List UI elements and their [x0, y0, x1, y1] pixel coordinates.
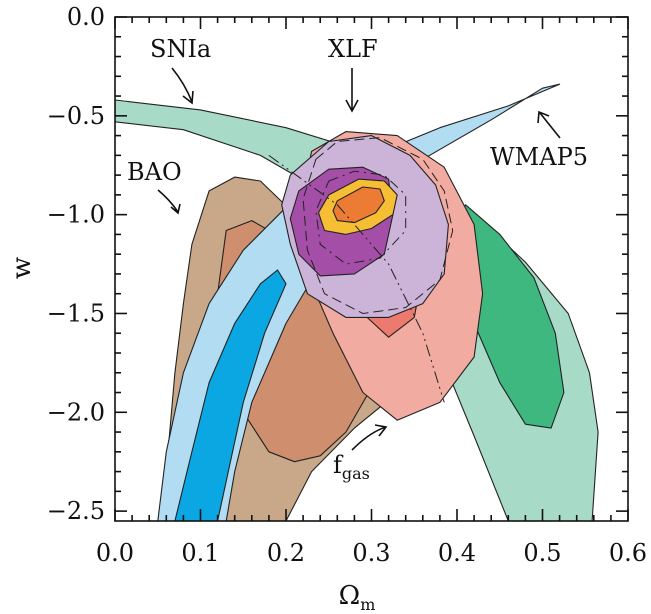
x-tick-label: 0.0 [96, 539, 134, 567]
label-fgas-sub: gas [342, 464, 370, 483]
y-tick-label: −2.0 [47, 398, 105, 426]
label-xlf: XLF [328, 35, 378, 63]
x-tick-label: 0.6 [609, 539, 647, 567]
y-tick-label: −2.5 [47, 497, 105, 525]
label-fgas-main: f [333, 451, 344, 479]
label-snia: SNIa [150, 35, 211, 63]
x-tick-label: 0.3 [352, 539, 390, 567]
x-tick-label: 0.1 [181, 539, 219, 567]
axes: 0.0 0.1 0.2 0.3 0.4 0.5 0.6 0.0 −0.5 −1.0 −1.5 −2.0… [47, 3, 647, 567]
XLF-outer-dashed [302, 137, 454, 315]
arrow-fgas [351, 424, 388, 451]
arrow-wmap5 [537, 110, 561, 139]
y-tick-label: −1.0 [47, 201, 105, 229]
x-tick-label: 0.5 [523, 539, 561, 567]
annotations: SNIa XLF BAO WMAP5 fgas [127, 35, 588, 483]
x-tick-label: 0.4 [438, 539, 476, 567]
series-combined [317, 178, 398, 235]
x-axis-title-sub: m [360, 595, 375, 614]
y-tick-label: 0.0 [67, 3, 105, 31]
x-tick-label: 0.2 [267, 539, 305, 567]
x-axis-title-main: Ω [339, 581, 361, 611]
arrow-bao [157, 189, 181, 215]
label-fgas: fgas [333, 451, 370, 483]
fgas-dashdot [268, 154, 445, 403]
dashed-contours [268, 137, 454, 403]
x-axis-title: Ωm [339, 581, 376, 614]
combined-inner-region [332, 186, 385, 224]
y-tick-label: −1.5 [47, 299, 105, 327]
arrow-xlf [345, 68, 359, 113]
y-axis-title: w [7, 257, 37, 279]
confidence-regions [115, 83, 599, 521]
label-bao: BAO [127, 158, 182, 186]
y-tick-label: −0.5 [47, 102, 105, 130]
XLF-inner-dashed [315, 170, 407, 265]
wmap5-inner-region [174, 269, 287, 521]
arrow-snia [171, 67, 194, 105]
label-wmap5: WMAP5 [490, 143, 588, 171]
